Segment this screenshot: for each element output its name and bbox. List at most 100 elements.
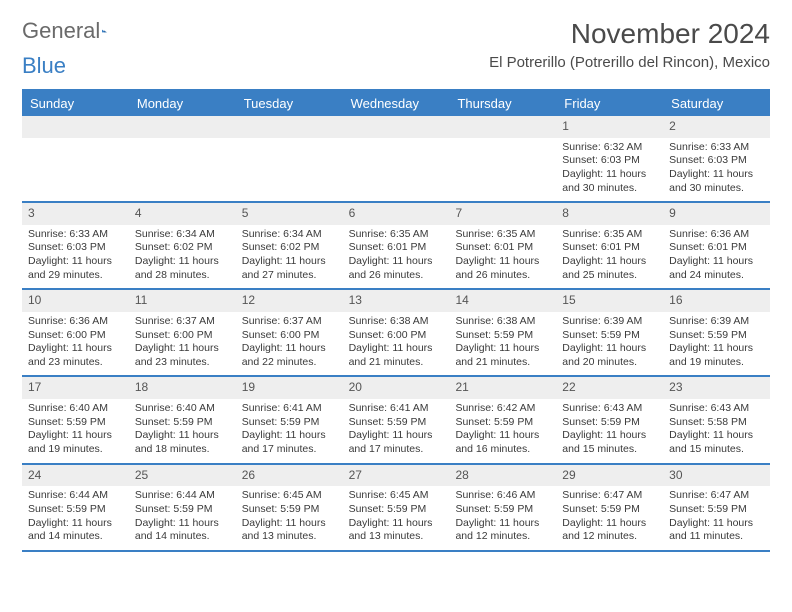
sunset-text: Sunset: 6:00 PM (28, 329, 123, 343)
daylight-text: Daylight: 11 hours and 15 minutes. (562, 429, 657, 456)
day-cell (129, 116, 236, 201)
day-cell: 18Sunrise: 6:40 AMSunset: 5:59 PMDayligh… (129, 377, 236, 462)
day-number: 20 (343, 377, 450, 399)
day-body: Sunrise: 6:45 AMSunset: 5:59 PMDaylight:… (236, 486, 343, 550)
sunrise-text: Sunrise: 6:38 AM (455, 315, 550, 329)
day-cell: 23Sunrise: 6:43 AMSunset: 5:58 PMDayligh… (663, 377, 770, 462)
day-cell (22, 116, 129, 201)
week-row: 24Sunrise: 6:44 AMSunset: 5:59 PMDayligh… (22, 465, 770, 552)
day-cell: 16Sunrise: 6:39 AMSunset: 5:59 PMDayligh… (663, 290, 770, 375)
sunset-text: Sunset: 5:59 PM (562, 503, 657, 517)
day-number: 27 (343, 465, 450, 487)
brand-logo: General (22, 18, 130, 44)
sunset-text: Sunset: 6:02 PM (242, 241, 337, 255)
day-body: Sunrise: 6:40 AMSunset: 5:59 PMDaylight:… (129, 399, 236, 463)
dayheader-mon: Monday (129, 91, 236, 116)
sunset-text: Sunset: 5:59 PM (455, 416, 550, 430)
day-body: Sunrise: 6:34 AMSunset: 6:02 PMDaylight:… (129, 225, 236, 289)
day-body: Sunrise: 6:39 AMSunset: 5:59 PMDaylight:… (663, 312, 770, 376)
day-body: Sunrise: 6:38 AMSunset: 5:59 PMDaylight:… (449, 312, 556, 376)
day-body: Sunrise: 6:43 AMSunset: 5:59 PMDaylight:… (556, 399, 663, 463)
sunrise-text: Sunrise: 6:43 AM (562, 402, 657, 416)
sunrise-text: Sunrise: 6:35 AM (455, 228, 550, 242)
day-cell: 20 Sunrise: 6:41 AMSunset: 5:59 PMDayligh… (343, 377, 450, 462)
dayheader-thu: Thursday (449, 91, 556, 116)
daylight-text: Daylight: 11 hours and 26 minutes. (455, 255, 550, 282)
day-number (129, 116, 236, 138)
day-cell: 29Sunrise: 6:47 AMSunset: 5:59 PMDayligh… (556, 465, 663, 550)
day-number: 14 (449, 290, 556, 312)
daylight-text: Daylight: 11 hours and 14 minutes. (135, 517, 230, 544)
day-number: 1 (556, 116, 663, 138)
day-cell: 7Sunrise: 6:35 AMSunset: 6:01 PMDaylight… (449, 203, 556, 288)
day-number: 16 (663, 290, 770, 312)
day-number: 7 (449, 203, 556, 225)
dayheader-wed: Wednesday (343, 91, 450, 116)
day-cell: 21Sunrise: 6:42 AMSunset: 5:59 PMDayligh… (449, 377, 556, 462)
sunset-text: Sunset: 5:59 PM (28, 416, 123, 430)
day-body: Sunrise: 6:34 AMSunset: 6:02 PMDaylight:… (236, 225, 343, 289)
day-body: Sunrise: 6:44 AMSunset: 5:59 PMDaylight:… (129, 486, 236, 550)
day-body: Sunrise: 6:36 AMSunset: 6:01 PMDaylight:… (663, 225, 770, 289)
day-cell: 30Sunrise: 6:47 AMSunset: 5:59 PMDayligh… (663, 465, 770, 550)
sunset-text: Sunset: 6:00 PM (349, 329, 444, 343)
day-number: 18 (129, 377, 236, 399)
sunset-text: Sunset: 5:59 PM (135, 503, 230, 517)
day-number: 25 (129, 465, 236, 487)
sunset-text: Sunset: 6:03 PM (28, 241, 123, 255)
daylight-text: Daylight: 11 hours and 24 minutes. (669, 255, 764, 282)
day-cell: 8Sunrise: 6:35 AMSunset: 6:01 PMDaylight… (556, 203, 663, 288)
week-row: 1Sunrise: 6:32 AMSunset: 6:03 PMDaylight… (22, 116, 770, 203)
sunrise-text: Sunrise: 6:45 AM (242, 489, 337, 503)
sunset-text: Sunset: 5:59 PM (28, 503, 123, 517)
daylight-text: Daylight: 11 hours and 30 minutes. (562, 168, 657, 195)
sunset-text: Sunset: 5:59 PM (562, 416, 657, 430)
sunset-text: Sunset: 5:59 PM (669, 503, 764, 517)
sunrise-text: Sunrise: 6:36 AM (669, 228, 764, 242)
daylight-text: Daylight: 11 hours and 17 minutes. (349, 429, 444, 456)
sunrise-text: Sunrise: 6:46 AM (455, 489, 550, 503)
weeks-container: 1Sunrise: 6:32 AMSunset: 6:03 PMDaylight… (22, 116, 770, 552)
day-number (449, 116, 556, 138)
sunrise-text: Sunrise: 6:44 AM (135, 489, 230, 503)
daylight-text: Daylight: 11 hours and 15 minutes. (669, 429, 764, 456)
day-body: Sunrise: 6:38 AMSunset: 6:00 PMDaylight:… (343, 312, 450, 376)
sunrise-text: Sunrise: 6:40 AM (28, 402, 123, 416)
sunrise-text: Sunrise: 6:37 AM (135, 315, 230, 329)
sunrise-text: Sunrise: 6:44 AM (28, 489, 123, 503)
sunrise-text: Sunrise: 6:47 AM (562, 489, 657, 503)
sunrise-text: Sunrise: 6:39 AM (562, 315, 657, 329)
dayheader-tue: Tuesday (236, 91, 343, 116)
daylight-text: Daylight: 11 hours and 21 minutes. (455, 342, 550, 369)
day-body: Sunrise: 6:41 AMSunset: 5:59 PMDaylight:… (236, 399, 343, 463)
day-cell: 2Sunrise: 6:33 AMSunset: 6:03 PMDaylight… (663, 116, 770, 201)
sunrise-text: Sunrise: 6:41 AM (349, 402, 444, 416)
daylight-text: Daylight: 11 hours and 23 minutes. (28, 342, 123, 369)
day-number: 6 (343, 203, 450, 225)
sunrise-text: Sunrise: 6:33 AM (669, 141, 764, 155)
day-number: 12 (236, 290, 343, 312)
daylight-text: Daylight: 11 hours and 11 minutes. (669, 517, 764, 544)
daylight-text: Daylight: 11 hours and 13 minutes. (349, 517, 444, 544)
day-cell: 19Sunrise: 6:41 AMSunset: 5:59 PMDayligh… (236, 377, 343, 462)
daylight-text: Daylight: 11 hours and 17 minutes. (242, 429, 337, 456)
day-body: Sunrise: 6:44 AMSunset: 5:59 PMDaylight:… (22, 486, 129, 550)
day-number: 11 (129, 290, 236, 312)
sunset-text: Sunset: 5:59 PM (349, 416, 444, 430)
day-body: Sunrise: 6:47 AMSunset: 5:59 PMDaylight:… (663, 486, 770, 550)
sunrise-text: Sunrise: 6:42 AM (455, 402, 550, 416)
day-body: Sunrise: 6:37 AMSunset: 6:00 PMDaylight:… (129, 312, 236, 376)
day-number: 21 (449, 377, 556, 399)
day-body: Sunrise: 6:35 AMSunset: 6:01 PMDaylight:… (449, 225, 556, 289)
page: General November 2024 El Potrerillo (Pot… (0, 0, 792, 570)
day-number: 30 (663, 465, 770, 487)
daylight-text: Daylight: 11 hours and 12 minutes. (455, 517, 550, 544)
brand-part1: General (22, 18, 100, 44)
sunrise-text: Sunrise: 6:34 AM (135, 228, 230, 242)
sunrise-text: Sunrise: 6:39 AM (669, 315, 764, 329)
day-cell: 11Sunrise: 6:37 AMSunset: 6:00 PMDayligh… (129, 290, 236, 375)
sunset-text: Sunset: 6:01 PM (669, 241, 764, 255)
day-body: Sunrise: 6:45 AMSunset: 5:59 PMDaylight:… (343, 486, 450, 550)
daylight-text: Daylight: 11 hours and 18 minutes. (135, 429, 230, 456)
daylight-text: Daylight: 11 hours and 23 minutes. (135, 342, 230, 369)
